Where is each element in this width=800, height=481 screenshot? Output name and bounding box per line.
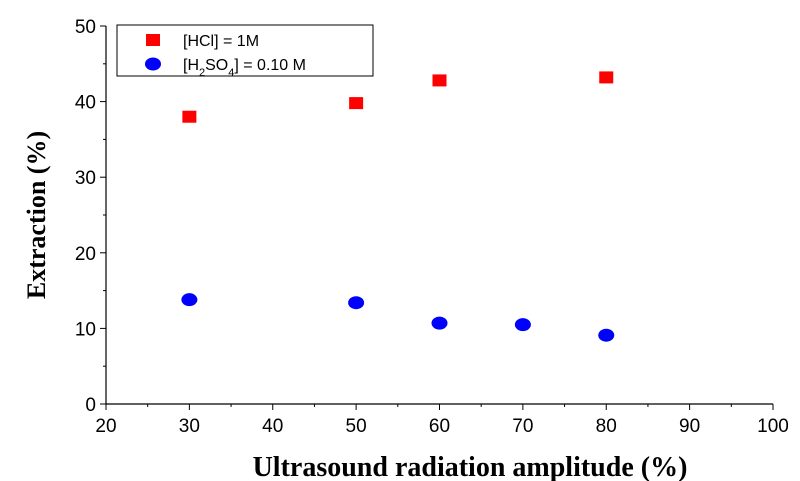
data-point-h2so4 [181,293,198,307]
legend-marker-circle [145,57,161,71]
data-point-hcl [349,97,364,110]
data-point-hcl [182,110,197,123]
ticks: 20 30 40 50 60 70 80 90 100 0 10 20 30 40 50 [75,17,789,437]
x-tick-label: 70 [512,416,533,437]
data-point-h2so4 [514,318,531,332]
y-tick-label: 10 [75,319,96,340]
x-tick-label: 80 [596,416,617,437]
legend: [HCl] = 1M [H2SO4] = 0.10 M [116,24,374,79]
y-tick-label: 20 [75,244,96,265]
x-tick-label: 90 [679,416,700,437]
data-points [181,71,615,342]
data-point-h2so4 [598,328,615,342]
legend-label: [HCl] = 1M [183,33,259,50]
x-axis-title: Ultrasound radiation amplitude (%) [253,452,688,481]
y-tick-label: 50 [75,17,96,38]
x-tick-label: 30 [179,416,200,437]
x-tick-label: 100 [757,416,789,437]
y-tick-label: 40 [75,93,96,114]
y-tick-label: 0 [85,395,96,416]
legend-label: [H2SO4] = 0.10 M [183,57,306,79]
legend-marker-square [146,34,160,46]
data-point-h2so4 [348,296,365,310]
x-tick-label: 40 [262,416,283,437]
x-tick-label: 20 [95,416,116,437]
data-point-h2so4 [431,316,448,330]
y-axis-title: Extraction (%) [22,131,51,299]
data-point-hcl [432,74,447,87]
x-tick-label: 60 [429,416,450,437]
x-tick-label: 50 [346,416,367,437]
data-point-hcl [599,71,614,84]
y-tick-label: 30 [75,168,96,189]
